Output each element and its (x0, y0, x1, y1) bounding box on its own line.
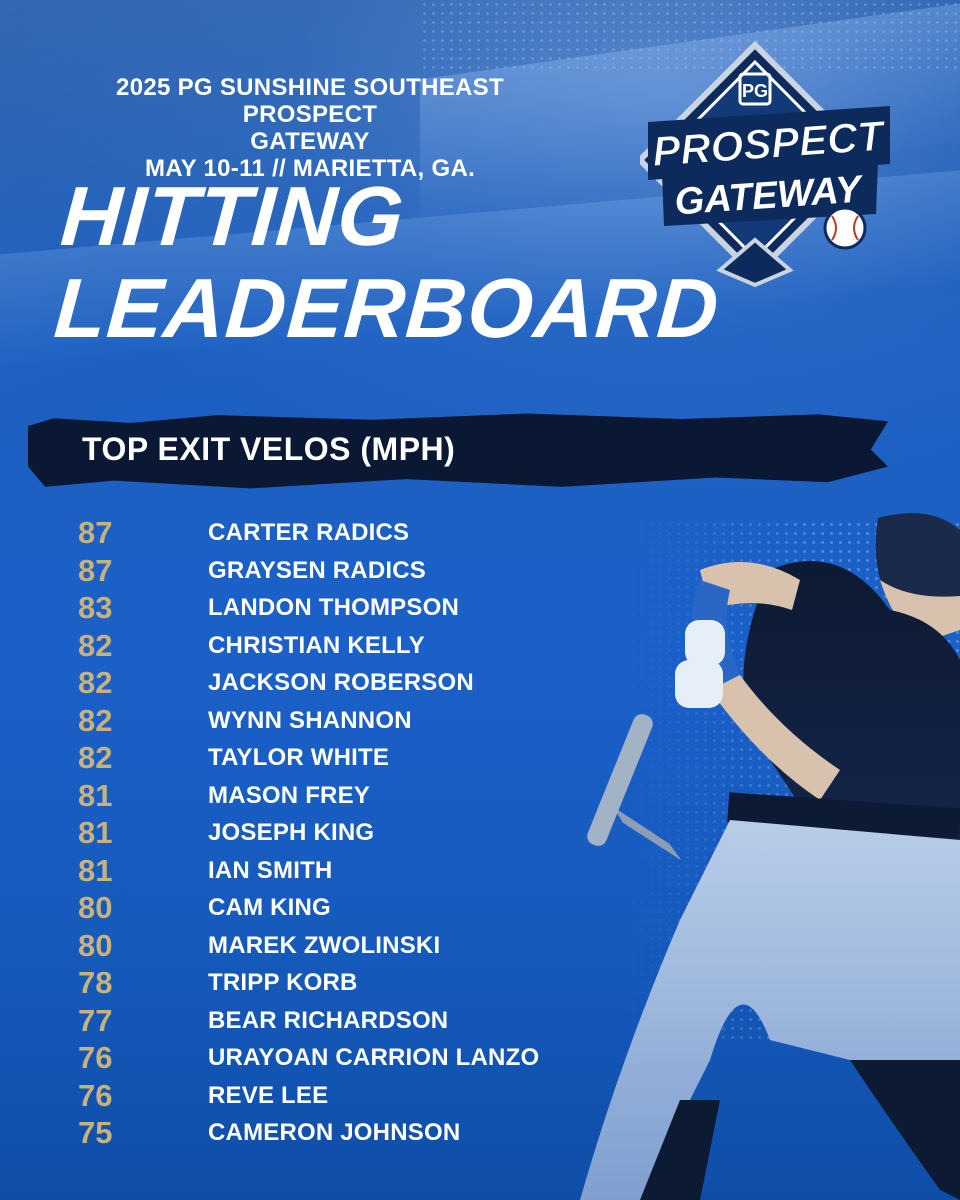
leaderboard-row: 87 GRAYSEN RADICS (0, 553, 700, 589)
player-name: LANDON THOMPSON (208, 594, 459, 621)
exit-velo-value: 82 (78, 627, 113, 663)
title-line1: Hitting (57, 169, 408, 263)
section-title: TOP EXIT VELOS (MPH) (82, 431, 456, 467)
event-name-line2: Gateway (250, 128, 370, 155)
leaderboard-row: 78 TRIPP KORB (0, 965, 700, 1001)
player-name: TAYLOR WHITE (208, 744, 390, 771)
title-line2: Leaderboard (51, 261, 723, 355)
exit-velo-value: 76 (78, 1040, 113, 1075)
player-name: GRAYSEN RADICS (208, 556, 426, 584)
section-banner (28, 413, 888, 489)
player-name: CHRISTIAN KELLY (208, 631, 425, 659)
leaderboard-row: 82 TAYLOR WHITE (0, 740, 700, 776)
player-name: MAREK ZWOLINSKI (208, 931, 441, 959)
leaderboard-row: 81 MASON FREY (0, 778, 700, 814)
leaderboard-row: 75 CAMERON JOHNSON (0, 1115, 700, 1151)
prospect-gateway-logo: PG PROSPECT GATEWAY (640, 40, 890, 288)
leaderboard-row: 83 LANDON THOMPSON (0, 590, 700, 626)
leaderboard-row: 87 CARTER RADICS (0, 515, 700, 551)
exit-velo-value: 75 (78, 1115, 113, 1150)
exit-velo-value: 82 (78, 702, 113, 738)
exit-velo-value: 82 (78, 665, 113, 700)
player-name: CARTER RADICS (208, 519, 410, 546)
leaderboard-row: 80 CAM KING (0, 890, 700, 926)
player-name: REVE LEE (208, 1081, 329, 1109)
leaderboard-row: 82 CHRISTIAN KELLY (0, 628, 700, 664)
baseball-icon (823, 206, 867, 250)
leaderboard-row: 82 WYNN SHANNON (0, 703, 700, 739)
leaderboard-row: 76 URAYOAN CARRION LANZO (0, 1040, 700, 1076)
event-info: 2025 PG Sunshine Southeast Prospect Gate… (50, 74, 570, 182)
player-name: URAYOAN CARRION LANZO (208, 1044, 540, 1071)
exit-velo-value: 83 (78, 590, 113, 625)
player-name: CAM KING (208, 894, 331, 921)
player-name: BEAR RICHARDSON (208, 1006, 449, 1034)
logo-monogram: PG (742, 81, 768, 101)
exit-velo-value: 81 (78, 815, 113, 850)
player-name: JACKSON ROBERSON (208, 669, 474, 696)
event-date-location: May 10-11 // Marietta, GA. (144, 155, 476, 182)
exit-velo-value: 76 (78, 1077, 113, 1113)
exit-velo-value: 77 (78, 1002, 113, 1038)
exit-velo-value: 81 (78, 777, 113, 813)
event-name-line1: 2025 PG Sunshine Southeast Prospect (116, 74, 504, 128)
exit-velo-value: 87 (78, 515, 113, 550)
batter-photo (580, 513, 960, 1200)
player-name: IAN SMITH (208, 856, 333, 884)
exit-velo-value: 82 (78, 740, 113, 775)
player-name: MASON FREY (208, 781, 371, 809)
leaderboard-row: 80 MAREK ZWOLINSKI (0, 928, 700, 964)
leaderboard-row: 81 JOSEPH KING (0, 815, 700, 851)
dot-pattern-top (420, 0, 960, 70)
player-name: TRIPP KORB (208, 969, 358, 996)
leaderboard-row: 82 JACKSON ROBERSON (0, 665, 700, 701)
player-name: CAMERON JOHNSON (208, 1119, 461, 1146)
player-name: WYNN SHANNON (208, 706, 412, 734)
exit-velo-value: 87 (78, 552, 113, 588)
leaderboard-row: 77 BEAR RICHARDSON (0, 1003, 700, 1039)
pg-monogram-icon: PG (738, 72, 772, 106)
exit-velo-value: 80 (78, 890, 113, 925)
exit-velo-value: 80 (78, 927, 113, 963)
player-name: JOSEPH KING (208, 819, 375, 846)
exit-velo-value: 78 (78, 965, 113, 1000)
page-title: Hitting Leaderboard (51, 169, 729, 355)
leaderboard-row: 81 IAN SMITH (0, 853, 700, 889)
leaderboard-row: 76 REVE LEE (0, 1078, 700, 1114)
exit-velo-value: 81 (78, 852, 113, 888)
